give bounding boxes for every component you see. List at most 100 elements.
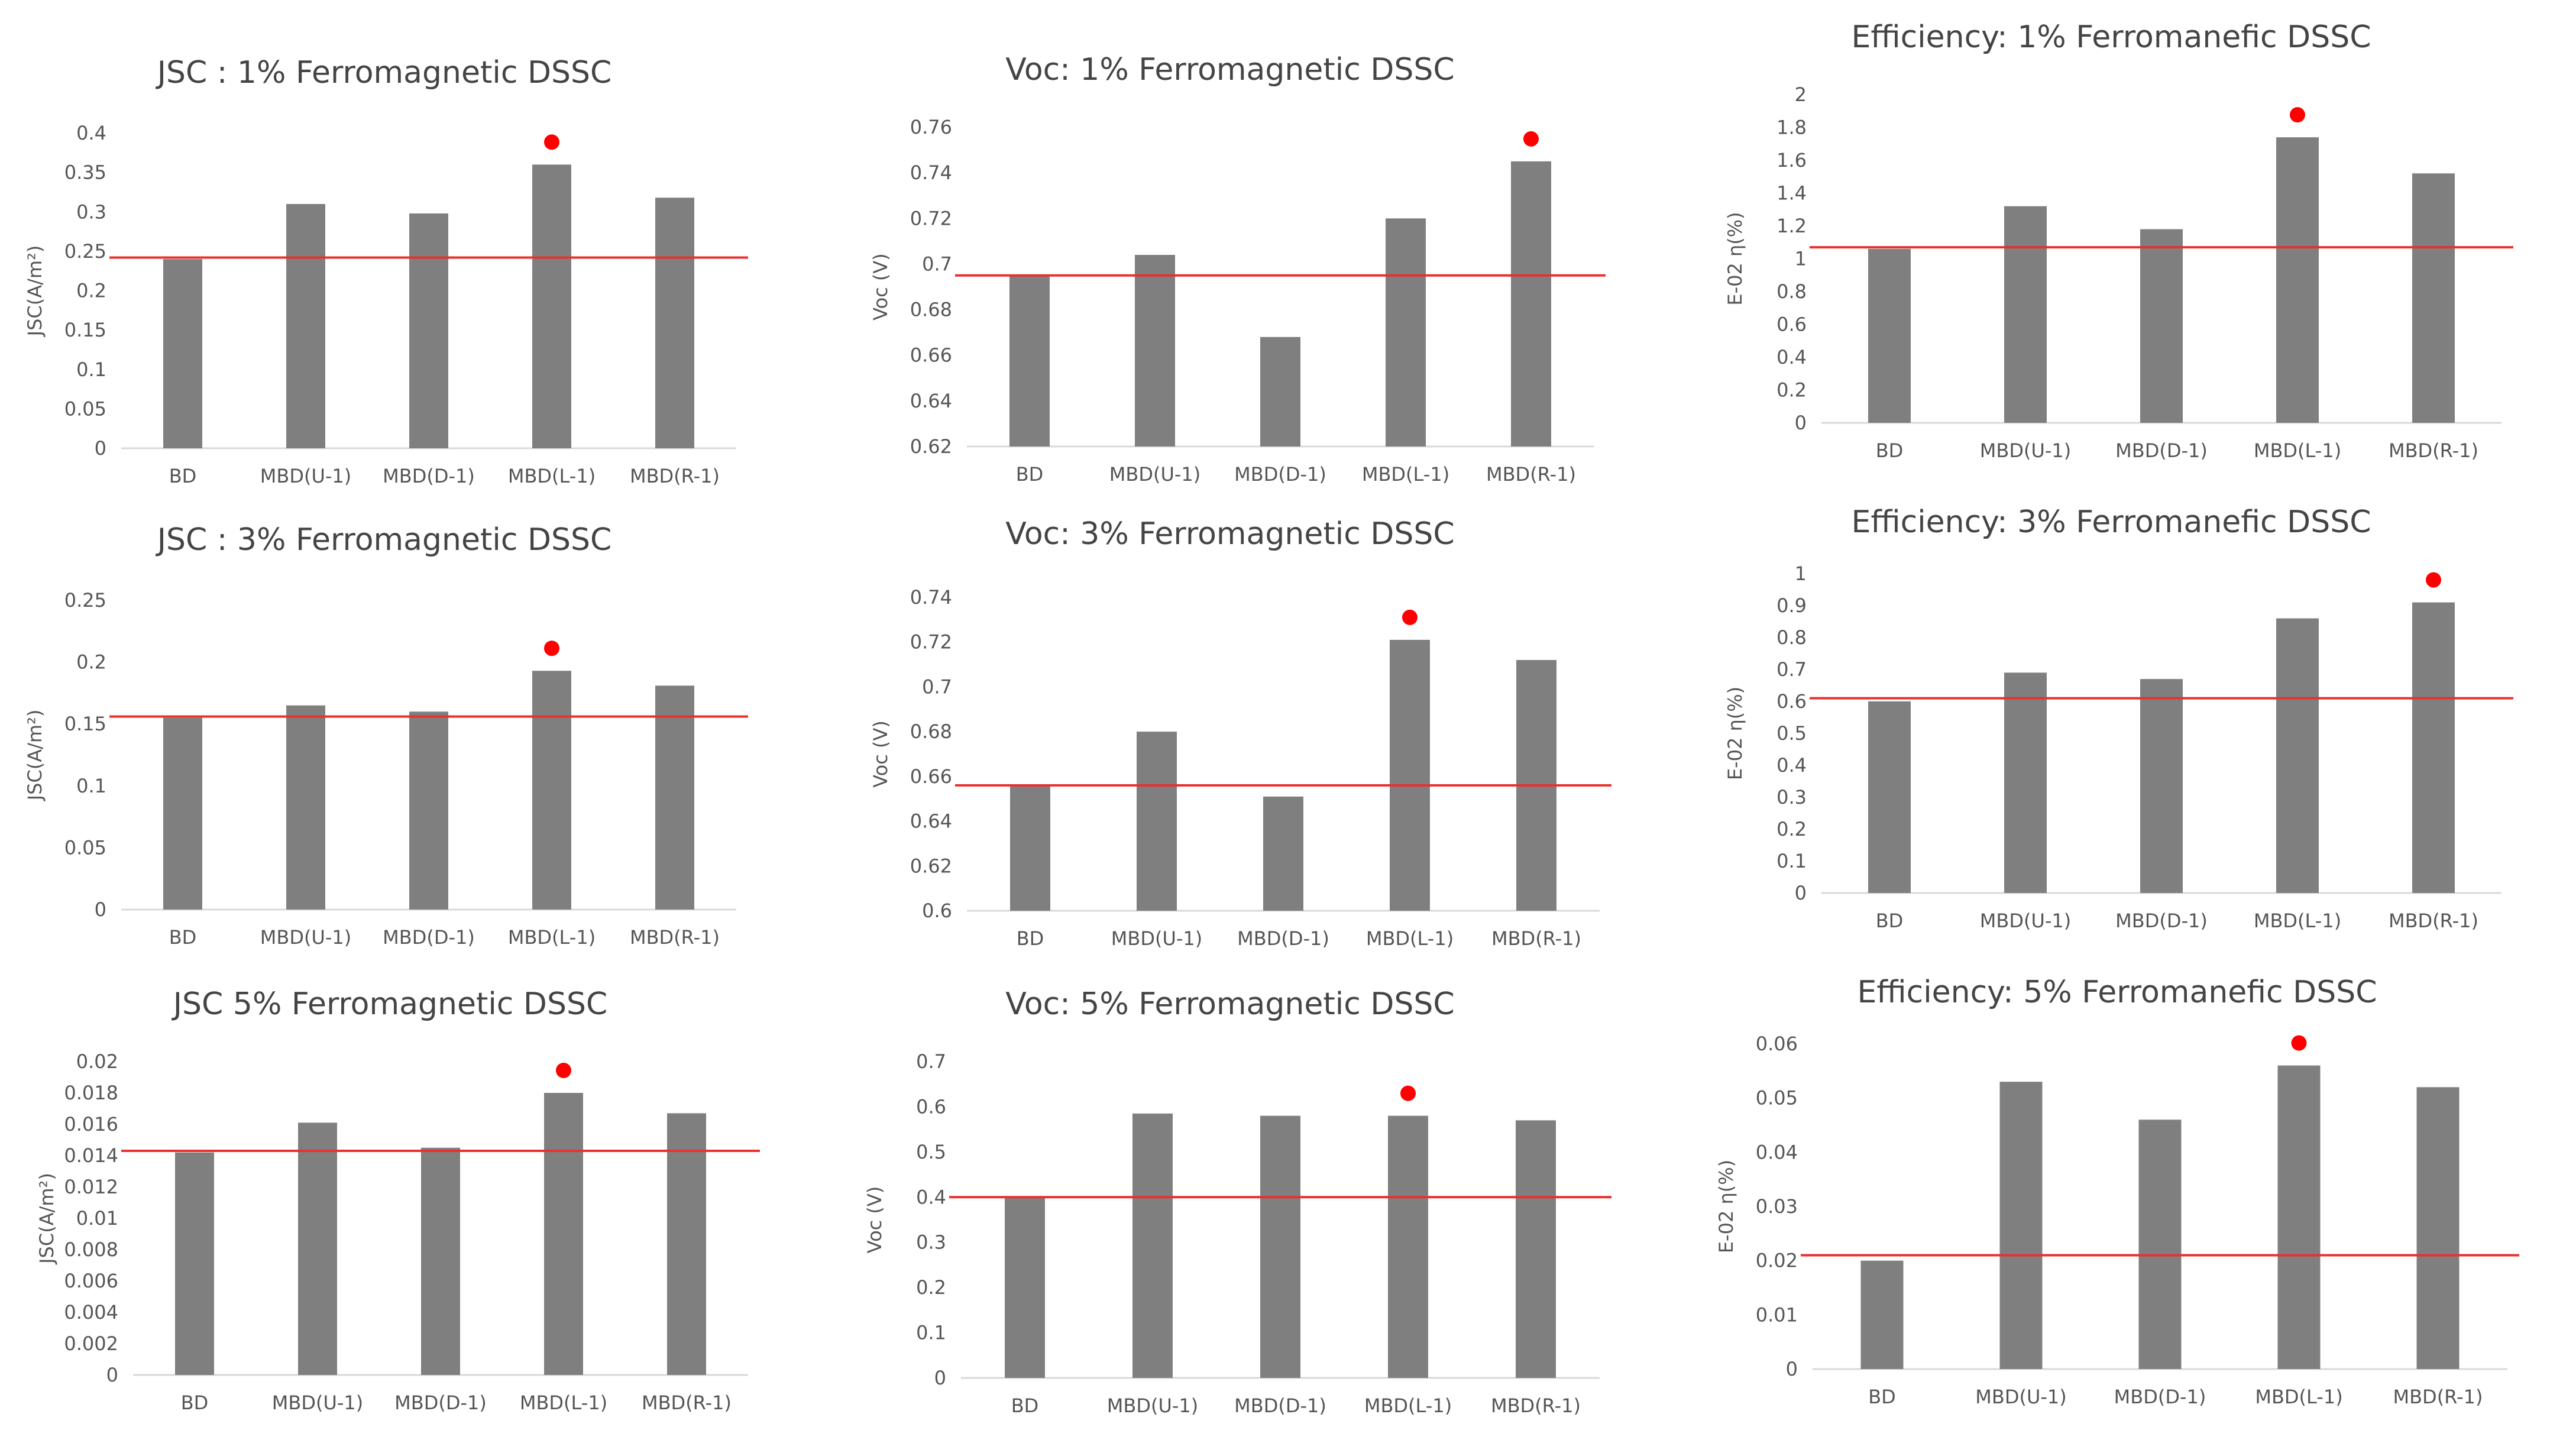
bar xyxy=(532,671,571,910)
y-tick-label: 0 xyxy=(1786,1358,1798,1380)
y-tick-label: 0.006 xyxy=(64,1270,118,1292)
y-axis-label: JSC(A/m²) xyxy=(24,245,46,338)
x-category-label: MBD(L-1) xyxy=(1366,927,1454,950)
chart-voc-5pct: Voc: 5% Ferromagnetic DSSC Voc (V) 0 0.1 0.2… xyxy=(840,986,1668,1455)
highlight-marker xyxy=(556,1063,571,1078)
chart-svg: Efficiency: 1% Ferromanefic DSSC E-02 η(%… xyxy=(1724,20,2513,462)
y-tick-label: 0.64 xyxy=(910,810,952,833)
chart-title: Efficiency: 3% Ferromanefic DSSC xyxy=(1851,504,2371,540)
y-tick-label: 0.2 xyxy=(1776,818,1807,840)
chart-voc-1pct: Voc: 1% Ferromagnetic DSSC Voc (V) 0.62 0.6… xyxy=(840,41,1668,509)
highlight-marker xyxy=(544,640,559,656)
chart-svg: Efficiency: 5% Ferromanefic DSSC E-02 η(%… xyxy=(1715,975,2519,1408)
chart-title: JSC : 3% Ferromagnetic DSSC xyxy=(156,522,612,558)
y-axis-label: Voc (V) xyxy=(869,720,892,788)
x-category-label: BD xyxy=(1876,910,1904,932)
y-tick-label: 0.1 xyxy=(1776,850,1807,872)
x-category-label: MBD(U-1) xyxy=(1109,463,1201,486)
chart-title: Voc: 3% Ferromagnetic DSSC xyxy=(1005,516,1454,552)
chart-title: JSC : 1% Ferromagnetic DSSC xyxy=(156,55,612,90)
highlight-marker xyxy=(544,134,559,150)
y-axis-label: JSC(A/m²) xyxy=(24,710,46,802)
x-category-label: MBD(L-1) xyxy=(1362,463,1449,486)
y-tick-label: 0.76 xyxy=(910,116,952,138)
x-category-label: MBD(R-1) xyxy=(630,926,720,949)
x-category-label: BD xyxy=(1011,1394,1039,1417)
bar xyxy=(409,711,448,910)
y-tick-label: 0.68 xyxy=(910,299,952,321)
y-tick-label: 0.1 xyxy=(916,1322,946,1344)
bar xyxy=(1511,161,1551,446)
x-category-label: MBD(L-1) xyxy=(520,1392,607,1414)
y-tick-label: 0 xyxy=(95,898,106,921)
y-tick-label: 0.6 xyxy=(1776,313,1807,336)
chart-efficiency-3pct: Efficiency: 3% Ferromanefic DSSC E-02 η(%… xyxy=(1685,497,2549,970)
bar xyxy=(163,717,202,910)
y-tick-label: 0.016 xyxy=(64,1113,118,1135)
y-tick-label: 0.74 xyxy=(910,586,952,609)
chart-title: JSC 5% Ferromagnetic DSSC xyxy=(171,986,608,1022)
x-category-label: MBD(R-1) xyxy=(1486,463,1576,486)
bar xyxy=(1135,255,1175,446)
y-axis-label: Voc (V) xyxy=(869,253,892,321)
y-tick-label: 1.4 xyxy=(1776,182,1807,205)
y-tick-label: 0.62 xyxy=(910,855,952,877)
y-tick-label: 0.3 xyxy=(1776,786,1807,808)
y-tick-label: 0.01 xyxy=(1756,1303,1798,1326)
x-category-label: MBD(U-1) xyxy=(1111,927,1203,950)
x-category-label: MBD(U-1) xyxy=(272,1392,364,1414)
y-tick-label: 0.7 xyxy=(1776,658,1807,681)
bar xyxy=(2138,1119,2182,1369)
y-tick-label: 0.2 xyxy=(76,651,106,674)
x-category-label: MBD(L-1) xyxy=(2254,439,2341,462)
y-tick-label: 0.02 xyxy=(1756,1250,1798,1272)
bar xyxy=(286,203,325,448)
bar xyxy=(421,1147,460,1375)
y-tick-label: 0.74 xyxy=(910,161,952,184)
y-tick-label: 1.6 xyxy=(1776,149,1807,172)
bar xyxy=(1260,1115,1300,1378)
y-tick-label: 0.1 xyxy=(76,358,106,381)
y-tick-label: 0.7 xyxy=(922,253,952,275)
chart-efficiency-1pct: Efficiency: 1% Ferromanefic DSSC E-02 η(%… xyxy=(1685,12,2549,479)
y-tick-label: 0 xyxy=(95,437,106,460)
chart-title: Efficiency: 1% Ferromanefic DSSC xyxy=(1851,20,2371,55)
x-category-label: MBD(D-1) xyxy=(394,1392,487,1414)
highlight-marker xyxy=(1402,609,1418,625)
x-category-label: BD xyxy=(169,465,197,487)
chart-svg: Efficiency: 3% Ferromanefic DSSC E-02 η(%… xyxy=(1724,504,2513,932)
x-category-label: BD xyxy=(169,926,197,949)
highlight-marker xyxy=(2426,572,2441,588)
bar xyxy=(532,164,571,448)
chart-svg: JSC : 3% Ferromagnetic DSSC JSC(A/m²) 0 0.0… xyxy=(24,522,748,949)
x-category-label: MBD(D-1) xyxy=(1234,1394,1326,1417)
bar xyxy=(1999,1082,2043,1369)
bar xyxy=(544,1093,583,1375)
x-category-label: MBD(L-1) xyxy=(508,465,596,487)
bar xyxy=(1390,639,1430,911)
bar xyxy=(1860,1260,1904,1369)
highlight-marker xyxy=(1400,1085,1416,1101)
bar xyxy=(1010,785,1050,911)
x-category-label: MBD(L-1) xyxy=(1364,1394,1452,1417)
y-tick-label: 0.3 xyxy=(76,200,106,223)
bar xyxy=(2004,206,2047,423)
bar xyxy=(2277,1065,2321,1369)
bar xyxy=(409,213,448,448)
bar xyxy=(1009,275,1050,446)
x-category-label: MBD(D-1) xyxy=(2114,1386,2206,1408)
x-category-label: MBD(U-1) xyxy=(1980,910,2072,932)
y-tick-label: 0.05 xyxy=(1756,1087,1798,1109)
y-tick-label: 0.06 xyxy=(1756,1033,1798,1055)
x-category-label: MBD(D-1) xyxy=(1237,927,1329,950)
chart-jsc-5pct: JSC 5% Ferromagnetic DSSC JSC(A/m²) 0 0.002… xyxy=(0,986,828,1455)
bar xyxy=(655,685,694,910)
y-tick-label: 0.02 xyxy=(76,1050,118,1073)
y-axis-label: Voc (V) xyxy=(863,1186,886,1254)
y-tick-label: 0 xyxy=(1795,412,1807,434)
x-category-label: MBD(D-1) xyxy=(2115,439,2208,462)
chart-jsc-3pct: JSC : 3% Ferromagnetic DSSC JSC(A/m²) 0 0.0… xyxy=(0,522,828,994)
bar xyxy=(1388,1115,1428,1378)
y-tick-label: 0.25 xyxy=(64,240,106,263)
